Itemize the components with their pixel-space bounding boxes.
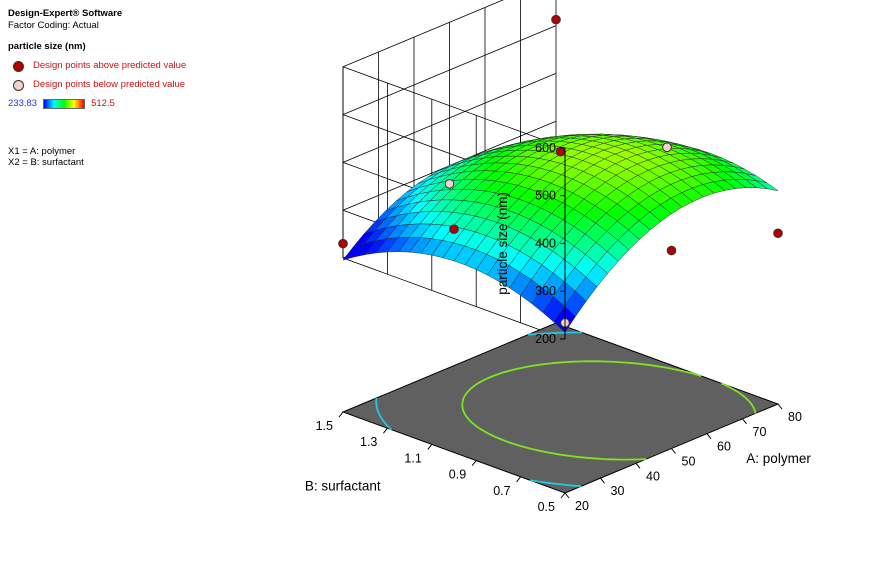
- floor-contours: [375, 331, 757, 488]
- design-point: [666, 245, 677, 256]
- design-point: [338, 238, 348, 249]
- above-label: Design points above predicted value: [33, 60, 187, 71]
- a-tick: [635, 463, 641, 469]
- color-gradient-bar: [43, 99, 86, 109]
- b-tick-label: 1.3: [360, 435, 377, 449]
- legend-below: Design points below predicted value: [8, 79, 186, 91]
- b-tick: [560, 492, 566, 499]
- a-tick: [600, 477, 605, 484]
- floor-plane: [341, 322, 780, 494]
- contour-line: [375, 331, 582, 488]
- a-tick-label: 50: [682, 455, 696, 469]
- factor-list: X1 = A: polymer X2 = B: surfactant: [8, 146, 84, 168]
- gridline-z-left: [342, 257, 566, 340]
- z-tick-label: 600: [535, 141, 556, 155]
- a-tick-label: 80: [788, 410, 802, 424]
- b-tick-label: 0.5: [538, 500, 555, 514]
- scale-min: 233.83: [8, 98, 38, 109]
- z-tick-label: 400: [535, 236, 556, 250]
- b-tick-label: 1.1: [404, 451, 421, 465]
- below-label: Design points below predicted value: [33, 79, 186, 90]
- axes: 200 300 400 500 600 particle size (nm) 20 30 40 5…: [305, 141, 811, 514]
- design-point: [555, 146, 566, 157]
- b-tick: [427, 444, 433, 450]
- z-axis-title: particle size (nm): [495, 192, 510, 295]
- legend: Design-Expert® Software Factor Coding: A…: [8, 8, 186, 110]
- a-tick: [777, 403, 783, 410]
- a-tick: [671, 448, 676, 454]
- factor-coding: Factor Coding: Actual: [8, 20, 99, 31]
- design-point: [773, 228, 783, 239]
- floor-panel: [341, 322, 780, 494]
- b-tick-label: 1.5: [316, 419, 333, 433]
- factor-b: X2 = B: surfactant: [8, 157, 84, 168]
- design-point: [449, 224, 459, 234]
- z-tick-label: 500: [535, 189, 556, 203]
- color-scale: 233.83 512.5: [8, 98, 186, 110]
- a-tick: [742, 418, 747, 425]
- a-tick: [706, 433, 712, 439]
- contour-line: [461, 360, 757, 461]
- scale-max: 512.5: [91, 98, 115, 109]
- b-axis-title: B: surfactant: [305, 478, 381, 493]
- below-point-icon: [13, 79, 24, 91]
- b-tick-label: 0.9: [449, 468, 466, 482]
- a-tick-label: 40: [646, 469, 660, 483]
- b-tick: [383, 427, 388, 434]
- z-tick-label: 300: [535, 284, 556, 298]
- a-tick-label: 30: [611, 484, 625, 498]
- design-point: [662, 142, 672, 153]
- b-tick: [338, 411, 344, 418]
- b-tick-label: 0.7: [493, 484, 510, 498]
- a-axis-title: A: polymer: [746, 451, 811, 466]
- a-tick: [564, 492, 570, 499]
- a-tick-label: 70: [753, 425, 767, 439]
- b-tick: [516, 476, 521, 483]
- design-points: [338, 14, 783, 328]
- response-name: particle size (nm): [8, 41, 86, 52]
- gridline-z-left: [342, 66, 566, 149]
- legend-above: Design points above predicted value: [8, 60, 186, 72]
- a-tick-label: 20: [575, 499, 589, 513]
- z-tick-label: 200: [535, 332, 556, 346]
- software-title: Design-Expert® Software: [8, 8, 123, 19]
- b-tick: [471, 460, 477, 466]
- design-point: [444, 179, 455, 189]
- above-point-icon: [13, 60, 24, 72]
- design-point: [551, 14, 561, 25]
- factor-a: X1 = A: polymer: [8, 146, 76, 157]
- a-tick-label: 60: [717, 440, 731, 454]
- response-surface: [342, 133, 779, 333]
